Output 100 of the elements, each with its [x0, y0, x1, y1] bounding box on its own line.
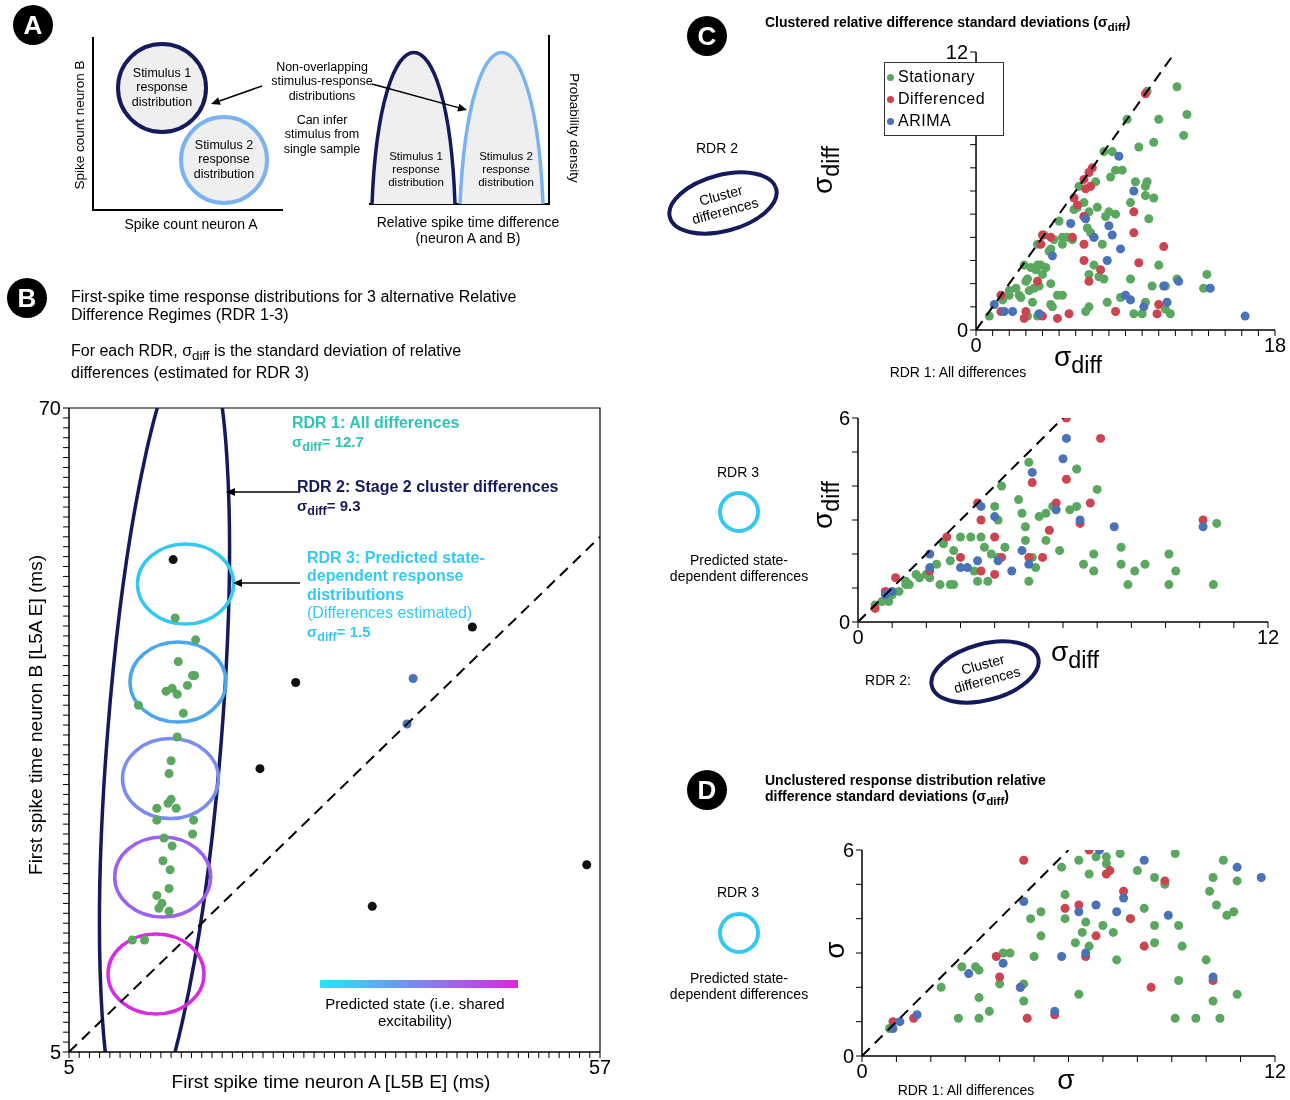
point [1159, 242, 1169, 252]
point [1091, 852, 1101, 862]
point [582, 860, 592, 870]
point [1256, 872, 1266, 882]
chart-title: First-spike time response distributions for 3 alternative Relative Difference Regimes (RDR 1-3) [71, 288, 518, 325]
point [152, 890, 162, 900]
y-tick-label: 6 [838, 407, 850, 430]
text: Stimulus 1 response distribution [130, 66, 194, 110]
point [1112, 955, 1122, 965]
point [140, 935, 150, 945]
point [1098, 921, 1108, 931]
circle-badge: B [7, 278, 47, 318]
point [964, 969, 974, 979]
point [1044, 525, 1054, 535]
point [1102, 255, 1112, 266]
point [188, 829, 198, 839]
point [1174, 975, 1184, 985]
text: Spike count neuron B [72, 60, 88, 190]
point [1112, 907, 1122, 917]
point [1084, 869, 1094, 879]
x-axis-title: σ [1057, 1063, 1075, 1097]
point [170, 613, 180, 623]
point [1116, 244, 1126, 254]
point [1061, 433, 1071, 443]
point [1029, 951, 1039, 961]
text: RDR 3 [716, 883, 760, 901]
point [1170, 1013, 1180, 1023]
point [178, 708, 188, 718]
point [1027, 478, 1037, 488]
annotation: σ$_{diff}$= 9.3 [297, 497, 361, 519]
point [891, 573, 901, 583]
point [1101, 852, 1111, 862]
point [1058, 454, 1068, 464]
point [1222, 910, 1232, 920]
point [171, 803, 181, 813]
point [1232, 862, 1242, 872]
point [1205, 886, 1215, 896]
point [1019, 855, 1029, 865]
point [995, 972, 1005, 982]
text: RDR 2 [695, 139, 739, 157]
point [1146, 982, 1156, 992]
point [1019, 896, 1029, 907]
point [163, 798, 173, 808]
point [1232, 876, 1242, 886]
point [1107, 230, 1117, 240]
point [1208, 996, 1218, 1006]
chart-title: Unclustered response distribution relative difference standard deviations (σ$_{diff}$) [765, 772, 1047, 808]
point [1036, 931, 1046, 941]
point [1084, 276, 1094, 286]
point [1081, 917, 1091, 927]
point [164, 906, 174, 916]
legend-label: Stationary [898, 68, 976, 85]
point [1132, 866, 1142, 876]
y-axis-title: σ [818, 941, 851, 959]
point [1008, 306, 1018, 316]
point [1057, 862, 1067, 872]
point [164, 769, 174, 779]
point [152, 815, 162, 825]
point [1057, 951, 1067, 961]
point [1091, 900, 1101, 910]
point [990, 569, 1000, 579]
annotation: RDR 1: All differences [292, 413, 460, 433]
point [1019, 996, 1029, 1006]
x-tick-label: 57 [588, 1056, 612, 1079]
point [953, 1013, 963, 1023]
point [1191, 1013, 1201, 1023]
point [1105, 866, 1115, 876]
point [1218, 855, 1228, 865]
point [173, 657, 183, 667]
point [1096, 433, 1106, 443]
point [1074, 989, 1084, 999]
point [1070, 938, 1080, 948]
point [1050, 1006, 1060, 1016]
point [164, 884, 174, 894]
point [367, 901, 377, 911]
color-bar-title: Predicted state (i.e. shared excitability) [324, 994, 506, 1030]
point [165, 865, 175, 875]
legend-label: Differenced [898, 90, 986, 107]
point [895, 1017, 905, 1027]
point [1051, 505, 1061, 515]
text: Predicted state-dependent differences [668, 551, 810, 585]
point [172, 732, 182, 742]
point [936, 982, 946, 992]
point [133, 700, 143, 710]
annotation: RDR 2: Stage 2 cluster differences [297, 477, 559, 497]
text: Non-overlapping stimulus-response distributions [270, 60, 374, 104]
text: RDR 2: [865, 671, 911, 689]
point [1061, 474, 1071, 484]
point [1150, 921, 1160, 931]
y-tick-label: 6 [842, 839, 854, 862]
text: Predicted state-dependent differences [668, 969, 810, 1003]
point [1064, 309, 1074, 319]
circle-badge: D [687, 770, 727, 810]
point [408, 673, 418, 683]
point [1201, 955, 1211, 965]
text: Probability density [566, 73, 582, 183]
point [989, 300, 999, 310]
point [1017, 546, 1027, 556]
point [998, 958, 1008, 968]
point [152, 803, 162, 813]
